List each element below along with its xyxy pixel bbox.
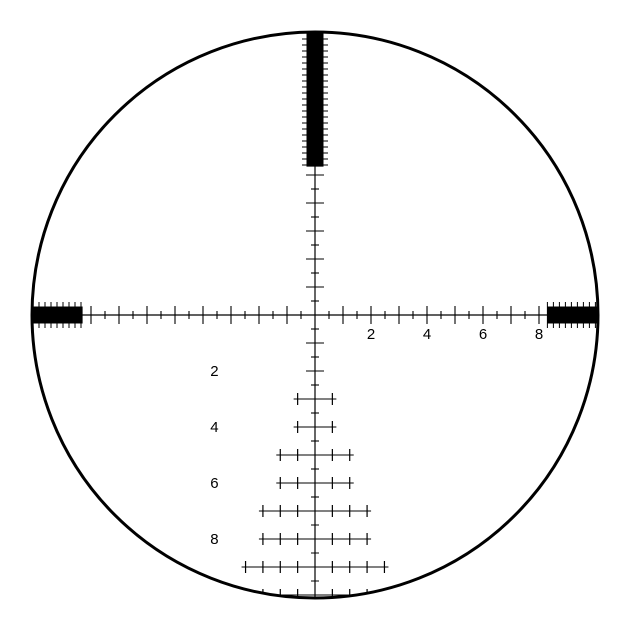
windage-label: 2 <box>367 326 375 343</box>
windage-label: 6 <box>479 326 487 343</box>
holdover-label: 8 <box>210 531 218 548</box>
holdover-label: 10 <box>202 587 219 604</box>
windage-label: 8 <box>535 326 543 343</box>
holdover-label: 6 <box>210 475 218 492</box>
reticle-diagram: 2 4 6 8 2 4 6 8 10 <box>0 0 630 630</box>
holdover-label: 4 <box>210 419 218 436</box>
holdover-label: 2 <box>210 363 218 380</box>
windage-label: 4 <box>423 326 431 343</box>
